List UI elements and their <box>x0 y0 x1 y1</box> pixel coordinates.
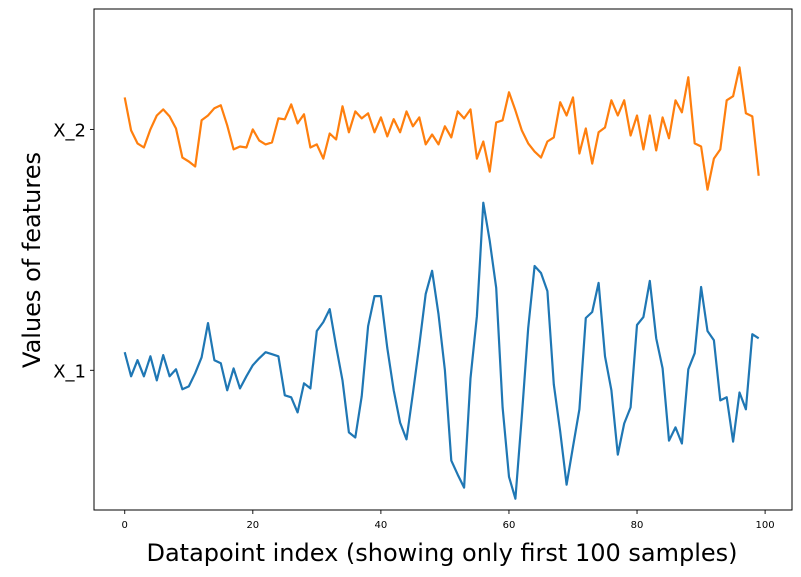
x-tick-label: 0 <box>122 520 128 531</box>
x-axis-label: Datapoint index (showing only first 100 … <box>146 539 737 567</box>
x-axis-ticks: 0 20 40 60 80 100 <box>122 510 775 531</box>
y-tick-label: X_1 <box>53 361 86 382</box>
x-tick-label: 20 <box>246 520 259 531</box>
series-line-x-2 <box>123 66 760 191</box>
series-layer <box>123 66 760 500</box>
x-tick-label: 80 <box>631 520 644 531</box>
series-line-x-1 <box>123 201 760 500</box>
x-tick-label: 100 <box>756 520 775 531</box>
y-axis-ticks: X_1 X_2 <box>53 120 94 382</box>
x-tick-label: 40 <box>375 520 388 531</box>
y-axis-label: Values of features <box>18 152 46 368</box>
x-tick-label: 60 <box>503 520 516 531</box>
y-tick-label: X_2 <box>53 120 86 141</box>
axes-frame <box>93 8 793 511</box>
